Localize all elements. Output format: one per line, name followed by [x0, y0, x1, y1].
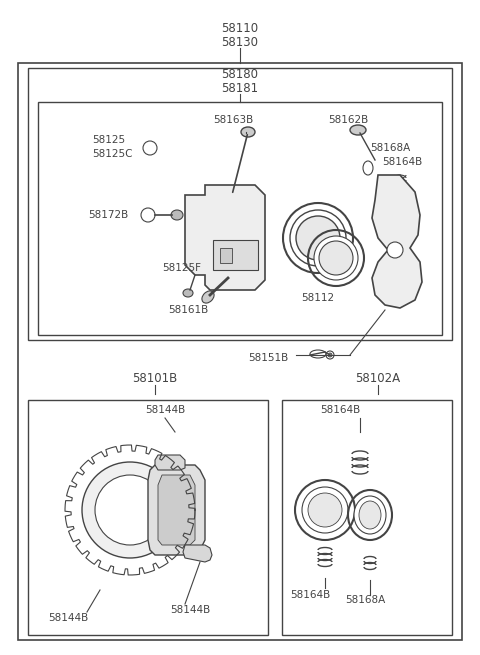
- Bar: [38, 102, 442, 335]
- Ellipse shape: [354, 496, 386, 534]
- Text: 58102A: 58102A: [355, 371, 401, 384]
- Ellipse shape: [359, 501, 381, 529]
- Text: 58162B: 58162B: [328, 115, 368, 125]
- Text: 58168A: 58168A: [345, 595, 385, 605]
- Text: 58101B: 58101B: [132, 371, 178, 384]
- Ellipse shape: [302, 487, 348, 533]
- Text: 58168A: 58168A: [370, 143, 410, 153]
- Text: 58164B: 58164B: [320, 405, 360, 415]
- Ellipse shape: [350, 125, 366, 135]
- Text: 58130: 58130: [221, 35, 259, 48]
- Text: 58181: 58181: [221, 81, 259, 94]
- Text: 58144B: 58144B: [48, 613, 88, 623]
- Ellipse shape: [308, 493, 342, 527]
- Ellipse shape: [183, 289, 193, 297]
- Text: 58180: 58180: [221, 67, 259, 81]
- Text: 58144B: 58144B: [170, 605, 210, 615]
- Text: 58112: 58112: [301, 293, 335, 303]
- Bar: [213, 240, 258, 270]
- Circle shape: [95, 475, 165, 545]
- Ellipse shape: [290, 210, 346, 266]
- Ellipse shape: [228, 185, 240, 195]
- Text: 58125C: 58125C: [92, 149, 132, 159]
- Text: 58144B: 58144B: [145, 405, 185, 415]
- Polygon shape: [148, 465, 205, 555]
- Ellipse shape: [171, 210, 183, 220]
- Text: 58172B: 58172B: [88, 210, 128, 220]
- Text: 58161B: 58161B: [168, 305, 208, 315]
- Polygon shape: [185, 185, 265, 290]
- Ellipse shape: [202, 291, 214, 303]
- Text: 58164B: 58164B: [290, 590, 330, 600]
- Text: 58151B: 58151B: [248, 353, 288, 363]
- Text: 58125F: 58125F: [162, 263, 201, 273]
- Polygon shape: [158, 475, 195, 545]
- Ellipse shape: [314, 236, 358, 280]
- Circle shape: [328, 353, 332, 357]
- Ellipse shape: [296, 216, 340, 260]
- Text: 58125: 58125: [92, 135, 125, 145]
- Polygon shape: [155, 455, 185, 470]
- Ellipse shape: [241, 127, 255, 137]
- Circle shape: [387, 242, 403, 258]
- Bar: [28, 68, 452, 340]
- Text: 58164B: 58164B: [382, 157, 422, 167]
- Text: 58163B: 58163B: [213, 115, 253, 125]
- Polygon shape: [372, 175, 422, 308]
- Bar: [220, 248, 232, 263]
- Bar: [28, 400, 268, 635]
- Text: 58110: 58110: [221, 22, 259, 35]
- Ellipse shape: [319, 241, 353, 275]
- Polygon shape: [183, 545, 212, 562]
- Bar: [18, 63, 462, 640]
- Circle shape: [82, 462, 178, 558]
- Bar: [282, 400, 452, 635]
